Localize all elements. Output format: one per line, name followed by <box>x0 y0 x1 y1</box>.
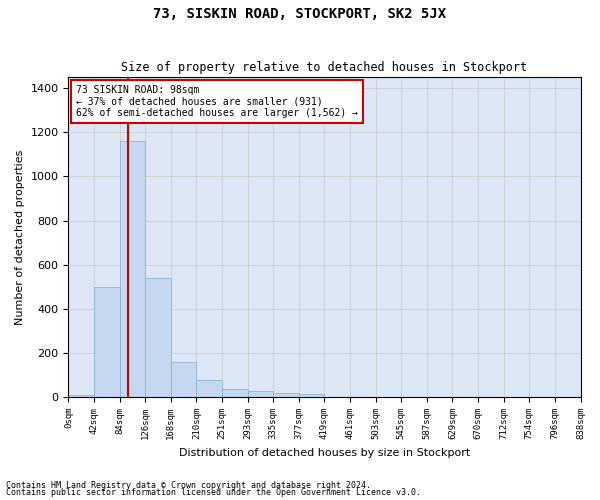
Y-axis label: Number of detached properties: Number of detached properties <box>15 150 25 325</box>
Bar <box>222 390 248 397</box>
Text: 73, SISKIN ROAD, STOCKPORT, SK2 5JX: 73, SISKIN ROAD, STOCKPORT, SK2 5JX <box>154 8 446 22</box>
X-axis label: Distribution of detached houses by size in Stockport: Distribution of detached houses by size … <box>179 448 470 458</box>
Bar <box>196 380 222 397</box>
Bar <box>119 141 145 397</box>
Bar <box>171 362 196 397</box>
Bar <box>299 394 325 397</box>
Bar <box>248 390 273 397</box>
Text: Contains HM Land Registry data © Crown copyright and database right 2024.: Contains HM Land Registry data © Crown c… <box>6 480 371 490</box>
Bar <box>68 395 94 397</box>
Text: Contains public sector information licensed under the Open Government Licence v3: Contains public sector information licen… <box>6 488 421 497</box>
Title: Size of property relative to detached houses in Stockport: Size of property relative to detached ho… <box>121 62 527 74</box>
Bar <box>94 287 119 397</box>
Bar <box>145 278 171 397</box>
Text: 73 SISKIN ROAD: 98sqm
← 37% of detached houses are smaller (931)
62% of semi-det: 73 SISKIN ROAD: 98sqm ← 37% of detached … <box>76 85 358 118</box>
Bar <box>273 393 299 397</box>
